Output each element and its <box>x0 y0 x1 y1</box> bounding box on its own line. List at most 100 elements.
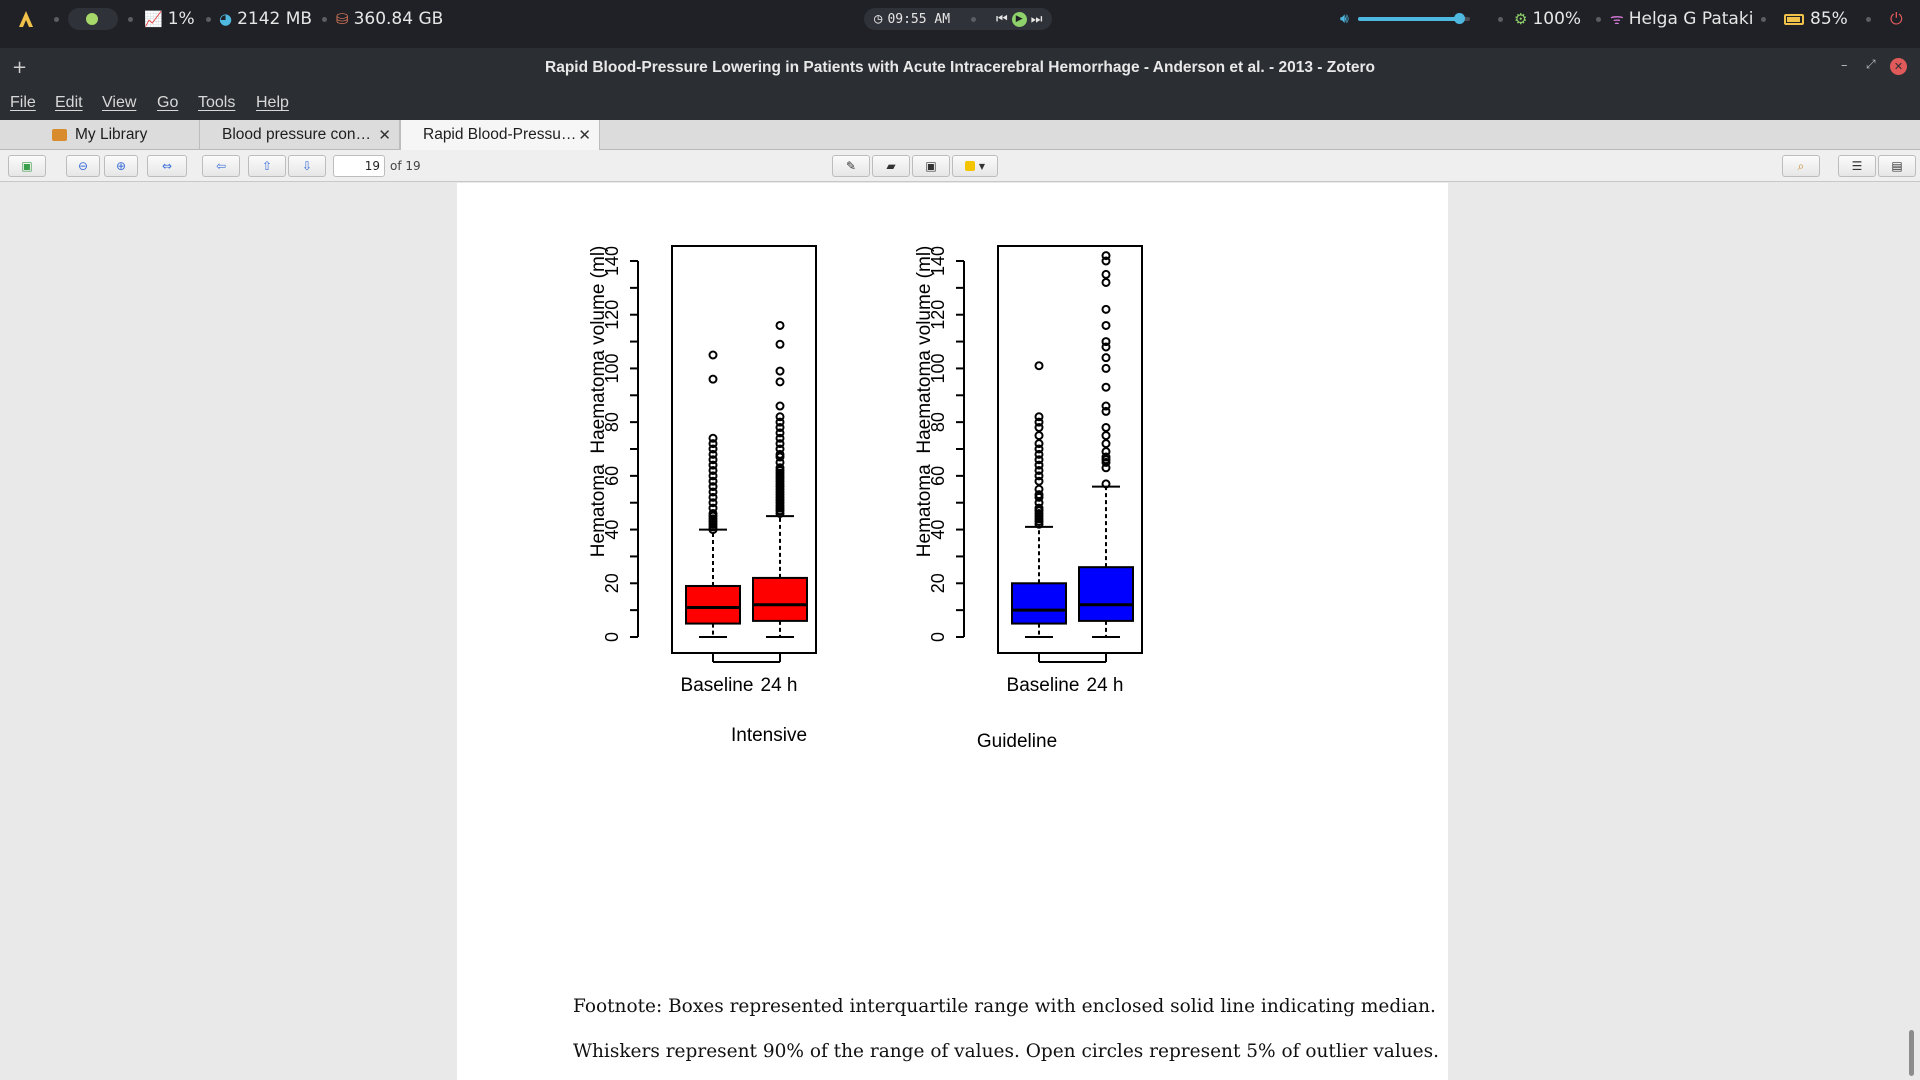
outlier-point <box>708 492 718 502</box>
outlier-point <box>1101 406 1111 416</box>
color-picker-button[interactable]: ▼ <box>952 155 998 177</box>
zoom-in-button[interactable]: ⊕ <box>104 155 138 177</box>
cpu-indicator[interactable]: 📈 1% <box>144 0 195 38</box>
library-folder-icon <box>52 129 67 141</box>
tab-my-library[interactable]: My Library <box>0 120 200 150</box>
outlier-point <box>708 374 718 384</box>
new-tab-button[interactable]: + <box>12 57 28 78</box>
network-user[interactable]: ᯤ Helga G Pataki <box>1610 0 1753 38</box>
outlier-point <box>775 433 785 443</box>
y-tick-label: 120 <box>602 300 622 330</box>
area-tool-button[interactable]: ▣ <box>912 155 950 177</box>
close-tab-icon[interactable]: ✕ <box>378 127 391 144</box>
next-page-button[interactable]: ⇩ <box>288 155 326 177</box>
outlier-point <box>1034 503 1044 513</box>
outlier-point <box>708 449 718 459</box>
minimize-button[interactable]: – <box>1841 58 1848 73</box>
outlier-point <box>1101 363 1111 373</box>
maximize-button[interactable]: ⤢ <box>1866 57 1876 71</box>
power-icon[interactable]: ⏻ <box>1890 9 1903 28</box>
zoom-out-button[interactable]: ⊖ <box>66 155 100 177</box>
outlier-point <box>1101 447 1111 457</box>
page-number-input[interactable]: 19 <box>333 155 385 177</box>
battery-indicator[interactable]: 85% <box>1784 0 1848 38</box>
highlight-tool-button[interactable]: ✎ <box>832 155 870 177</box>
page-total-label: of 19 <box>390 159 421 173</box>
outlier-point <box>708 455 718 465</box>
brightness-indicator[interactable]: ⚙ 100% <box>1514 0 1581 38</box>
separator-dot <box>206 17 211 22</box>
scrollbar-thumb[interactable] <box>1909 1030 1914 1076</box>
menu-help[interactable]: Help <box>256 94 289 111</box>
color-swatch-icon <box>964 161 975 171</box>
footnote-line-2: Whiskers represent 90% of the range of v… <box>573 1041 1439 1062</box>
outlier-point <box>1034 449 1044 459</box>
next-track-icon[interactable]: ⏭ <box>1030 11 1043 27</box>
clock[interactable]: ◷ 09:55 AM <box>874 0 950 38</box>
y-axis-label-part: Hematoma <box>914 464 935 557</box>
outlier-point <box>775 320 785 330</box>
play-icon[interactable]: ▶ <box>1011 11 1027 27</box>
tab-bar: My Library Blood pressure con… ✕ Rapid B… <box>0 120 1920 150</box>
pencil-icon: ✎ <box>845 159 857 173</box>
outlier-point <box>1101 423 1111 433</box>
zoom-out-icon: ⊖ <box>77 159 89 173</box>
outlier-point <box>775 449 785 459</box>
separator-dot <box>54 17 59 22</box>
arrow-left-icon: ⇦ <box>215 159 227 173</box>
y-axis-label: Haematoma volume (ml) <box>914 246 935 454</box>
menu-go[interactable]: Go <box>157 94 179 111</box>
search-button[interactable]: ⌕ <box>1782 155 1820 177</box>
menu-tools[interactable]: Tools <box>198 94 236 111</box>
outlier-point <box>775 463 785 473</box>
menu-edit[interactable]: Edit <box>55 94 83 111</box>
tab-label: Rapid Blood-Pressu… <box>423 126 577 143</box>
volume-slider-knob[interactable] <box>1453 13 1465 24</box>
sidebar-icon: ▣ <box>21 159 33 173</box>
context-pane-button[interactable]: ▤ <box>1878 155 1916 177</box>
menu-view[interactable]: View <box>102 94 137 111</box>
y-tick-label: 140 <box>928 246 948 276</box>
outline-button[interactable]: ☰ <box>1838 155 1876 177</box>
x-tick-label: 24 h <box>761 675 798 696</box>
outlier-point <box>708 350 718 360</box>
close-window-button[interactable]: ✕ <box>1890 58 1907 75</box>
tab-blood-pressure[interactable]: Blood pressure con… ✕ <box>200 120 400 150</box>
fit-width-button[interactable]: ⇔ <box>147 155 187 177</box>
pdf-viewer[interactable]: 0 20 40 60 80 100 120 140 Hematoma Haematoma volu… <box>0 183 1920 1080</box>
document-icon: ▤ <box>1891 159 1903 173</box>
list-icon: ☰ <box>1851 159 1863 173</box>
x-tick-label: Baseline <box>1007 675 1080 696</box>
outlier-point <box>775 423 785 433</box>
outlier-point <box>1101 251 1111 261</box>
back-button[interactable]: ⇦ <box>202 155 240 177</box>
memory-indicator[interactable]: ◕ 2142 MB <box>219 0 312 38</box>
outlier-point <box>708 476 718 486</box>
y-tick-label: 80 <box>928 412 948 432</box>
outlier-point <box>708 508 718 518</box>
search-icon: ⌕ <box>1797 158 1805 173</box>
prev-track-icon[interactable]: ⏮ <box>996 11 1008 27</box>
vertical-scrollbar[interactable] <box>1906 183 1920 1080</box>
outlier-point <box>1101 304 1111 314</box>
outlier-point <box>708 503 718 513</box>
note-tool-button[interactable]: ▰ <box>872 155 910 177</box>
disk-indicator[interactable]: ⛁ 360.84 GB <box>336 0 443 38</box>
volume-icon[interactable]: 🔊︎ <box>1340 11 1349 27</box>
volume-slider[interactable] <box>1358 13 1470 24</box>
outlier-point <box>775 457 785 467</box>
window-titlebar: + Rapid Blood-Pressure Lowering in Patie… <box>0 48 1920 88</box>
previous-page-button[interactable]: ⇧ <box>248 155 286 177</box>
outlier-point <box>1034 471 1044 481</box>
workspace-indicator[interactable] <box>68 8 118 30</box>
close-tab-icon[interactable]: ✕ <box>578 127 591 144</box>
chevron-down-icon: ▼ <box>978 161 986 171</box>
toggle-sidebar-button[interactable]: ▣ <box>8 155 46 177</box>
arch-logo-icon[interactable] <box>16 0 36 38</box>
user-name: Helga G Pataki <box>1628 9 1754 29</box>
menu-file[interactable]: File <box>10 94 36 111</box>
y-tick-label: 120 <box>928 300 948 330</box>
reader-toolbar: ▣ ⊖ ⊕ ⇔ ⇦ ⇧ ⇩ ✎ ▰ ▣ ▼ ⌕ ☰ ▤ <box>0 150 1920 182</box>
tab-rapid-blood-pressure[interactable]: Rapid Blood-Pressu… ✕ <box>400 120 600 150</box>
y-tick-label: 0 <box>602 632 622 642</box>
